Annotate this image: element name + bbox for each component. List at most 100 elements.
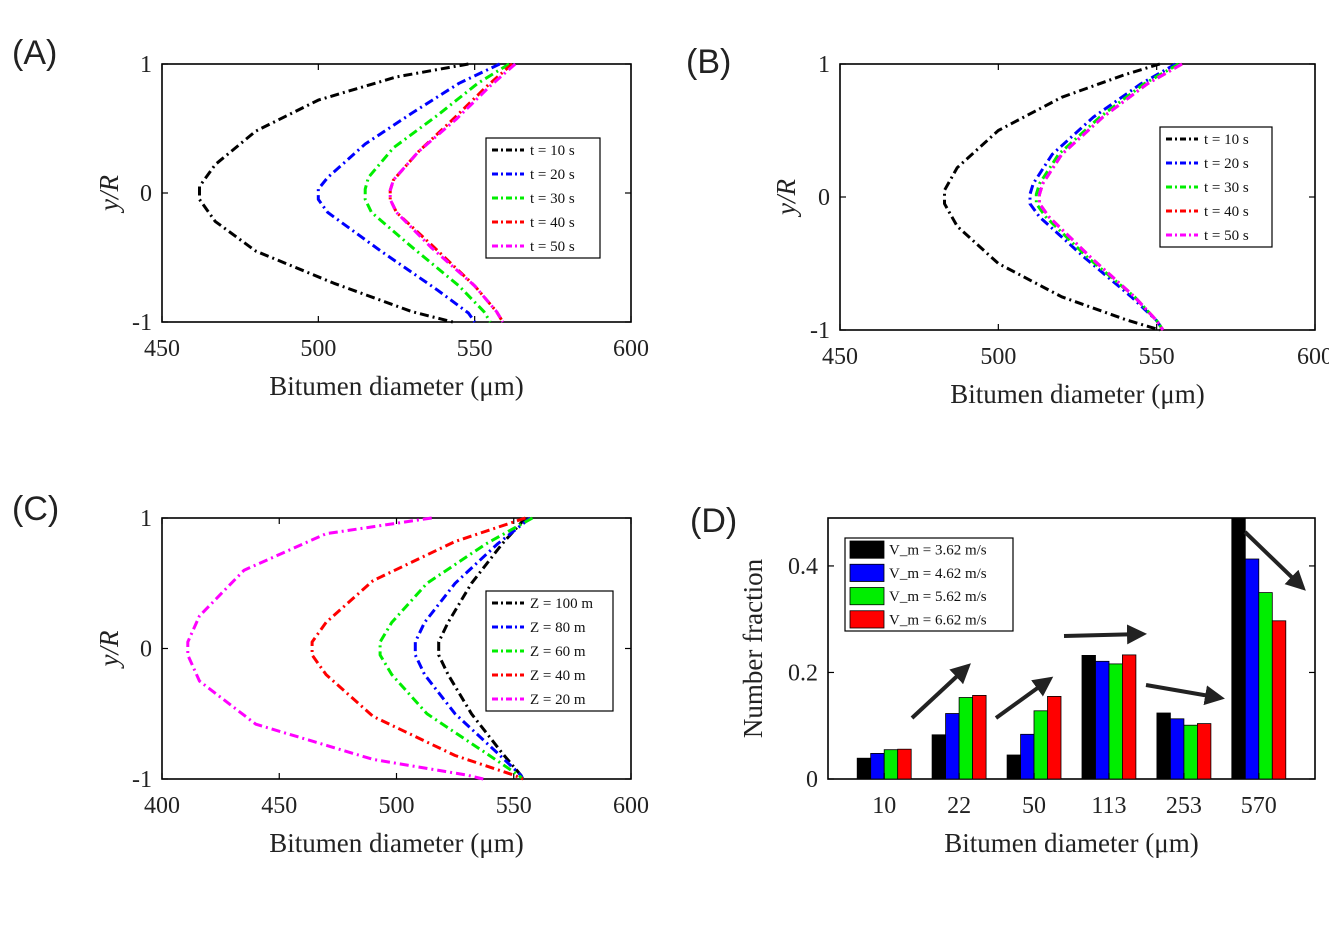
legend: t = 10 s t = 20 s t = 30 s t = 40 s t = 50 s <box>1159 126 1273 248</box>
y-tick-label: -1 <box>132 767 152 793</box>
series-line-2 <box>316 62 501 323</box>
legend-box <box>1159 126 1273 248</box>
legend-entry: t = 50 s <box>1204 228 1249 244</box>
legend-entry: t = 30 s <box>1204 180 1249 196</box>
legend-swatch <box>849 587 885 606</box>
legend-entry: t = 10 s <box>1204 132 1249 148</box>
trend-arrow-down-right <box>1243 530 1306 591</box>
x-tick-label: 50 <box>1022 793 1046 819</box>
series-line-3 <box>363 62 510 323</box>
panel-d: 10 22 50 113 253 570 0 0.2 0.4 (D) Bitumen diamete… <box>690 502 1316 858</box>
x-tick-label: 450 <box>144 336 180 362</box>
x-tick-label: 22 <box>947 793 971 819</box>
x-tick-label: 600 <box>613 336 649 362</box>
legend-swatch <box>849 610 885 629</box>
panel-b: 450 500 550 600 -1 0 1 (B) Bitumen diameter (μm)… <box>686 43 1329 409</box>
bar-113-s2 <box>1095 660 1110 780</box>
bar-10-s4 <box>897 748 912 780</box>
legend-entry: t = 10 s <box>530 143 575 159</box>
x-tick-label: 550 <box>1139 344 1175 370</box>
panel-a: 450 500 550 600 -1 0 1 (A) Bitumen diameter (μm)… <box>12 34 649 401</box>
series-line-2 <box>413 516 532 780</box>
y-axis-label: y/R <box>94 630 124 669</box>
bar-10-s1 <box>856 757 872 780</box>
legend-entry: V_m = 3.62 m/s <box>889 543 987 559</box>
y-axis-label: y/R <box>94 175 124 214</box>
y-tick-label: 0 <box>818 185 830 211</box>
x-tick-label: 600 <box>1297 344 1329 370</box>
y-tick-label: -1 <box>810 318 830 344</box>
panel-label: (B) <box>686 43 731 81</box>
bar-22-s4 <box>972 695 987 780</box>
bar-50-s1 <box>1006 754 1021 780</box>
y-tick-label: 0.4 <box>788 554 818 580</box>
legend-entry: t = 20 s <box>1204 156 1249 172</box>
y-tick-label: 0 <box>140 181 152 207</box>
x-tick-label: 550 <box>457 336 493 362</box>
legend: t = 10 s t = 20 s t = 30 s t = 40 s t = 50 s <box>485 137 601 259</box>
legend-entry: Z = 100 m <box>530 596 593 612</box>
legend-box <box>485 137 601 259</box>
bar-50-s3 <box>1033 710 1048 780</box>
bar-253-s1 <box>1156 712 1171 780</box>
series-line-5 <box>1038 62 1183 331</box>
bar-253-s4 <box>1197 723 1212 780</box>
bar-22-s2 <box>945 713 960 780</box>
x-axis-label: Bitumen diameter (μm) <box>950 379 1204 409</box>
legend-entry: t = 40 s <box>530 215 575 231</box>
legend-entry: t = 30 s <box>530 191 575 207</box>
trend-arrow-up <box>994 676 1054 720</box>
series-line-3 <box>1034 62 1180 331</box>
y-tick-label: 1 <box>818 52 830 78</box>
axes-frame <box>827 517 1316 780</box>
legend-entry: t = 50 s <box>530 239 575 255</box>
y-tick-label: 1 <box>140 52 152 78</box>
series-line-5 <box>186 516 484 781</box>
y-tick-label: 0.2 <box>788 660 818 686</box>
x-tick-label: 113 <box>1091 793 1126 819</box>
y-axis-label: y/R <box>771 179 801 218</box>
legend-swatch <box>849 540 885 559</box>
bar-22-s1 <box>931 734 946 780</box>
legend-swatch <box>849 563 885 582</box>
x-tick-label: 253 <box>1166 793 1202 819</box>
y-tick-label: -1 <box>132 310 152 336</box>
x-tick-label: 500 <box>300 336 336 362</box>
x-tick-label: 550 <box>496 793 532 819</box>
series-line-1 <box>198 62 469 324</box>
x-axis-label: Bitumen diameter (μm) <box>269 371 523 401</box>
bar-253-s3 <box>1183 724 1198 780</box>
y-tick-label: 1 <box>140 506 152 532</box>
bar-570-s4 <box>1271 620 1287 780</box>
legend-entry: Z = 40 m <box>530 668 586 684</box>
x-tick-label: 570 <box>1241 793 1277 819</box>
bar-50-s2 <box>1020 733 1035 780</box>
panel-label: (C) <box>12 490 59 528</box>
bar-10-s3 <box>883 749 899 780</box>
legend-entry: V_m = 5.62 m/s <box>889 589 987 605</box>
series-line-3 <box>378 516 534 781</box>
legend-entry: Z = 80 m <box>530 620 586 636</box>
x-tick-label: 500 <box>379 793 415 819</box>
panel-c: 400 450 500 550 600 -1 0 1 (C) Bitumen diameter (… <box>12 490 649 858</box>
trend-arrow-down-right <box>1145 683 1225 706</box>
x-tick-label: 600 <box>613 793 649 819</box>
series-line-1 <box>437 516 527 780</box>
x-tick-label: 450 <box>261 793 297 819</box>
legend-entry: V_m = 4.62 m/s <box>889 566 987 582</box>
bar-10-s2 <box>870 753 885 780</box>
x-tick-label: 500 <box>980 344 1016 370</box>
y-axis-label: Number fraction <box>738 558 768 738</box>
bar-113-s3 <box>1108 663 1123 780</box>
bar-22-s3 <box>958 697 973 780</box>
x-tick-label: 450 <box>822 344 858 370</box>
bar-113-s4 <box>1122 654 1137 780</box>
x-axis-label: Bitumen diameter (μm) <box>269 828 523 858</box>
bar-570-s2 <box>1244 558 1260 780</box>
panel-label: (D) <box>690 502 737 540</box>
series-line-4 <box>310 516 526 781</box>
legend-entry: V_m = 6.62 m/s <box>889 612 987 628</box>
legend-entry: Z = 60 m <box>530 644 586 660</box>
bar-570-s1 <box>1231 517 1246 780</box>
